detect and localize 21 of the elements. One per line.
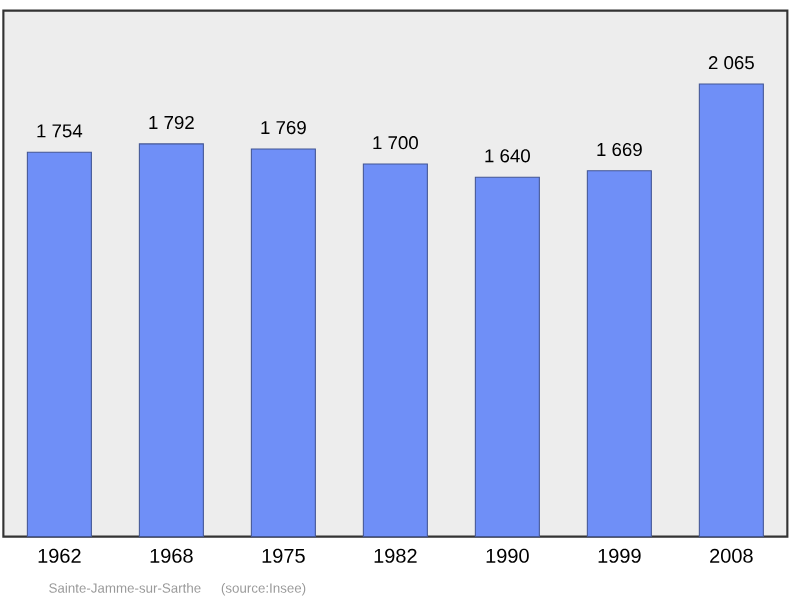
bar xyxy=(26,151,92,538)
bar xyxy=(138,143,204,538)
bar xyxy=(474,176,540,538)
data-label: 1 792 xyxy=(149,115,194,130)
data-label: 2 065 xyxy=(708,56,754,70)
data-label: 1 669 xyxy=(597,142,642,157)
x-tick-label: 1975 xyxy=(262,548,305,563)
x-tick-label: 1968 xyxy=(150,548,193,563)
data-label: 1 700 xyxy=(373,136,418,150)
bar xyxy=(586,170,652,538)
data-label: 1 769 xyxy=(261,120,306,135)
data-label: 1 754 xyxy=(37,124,83,138)
x-tick-label: 2008 xyxy=(710,548,753,563)
bar xyxy=(698,83,764,538)
bar xyxy=(362,163,428,538)
x-tick-label: 1999 xyxy=(598,548,641,563)
x-tick-label: 1962 xyxy=(38,548,81,563)
bar xyxy=(250,148,316,538)
data-label: 1 640 xyxy=(485,149,530,163)
x-tick-label: 1982 xyxy=(374,548,417,563)
x-tick-label: 1990 xyxy=(486,548,529,563)
